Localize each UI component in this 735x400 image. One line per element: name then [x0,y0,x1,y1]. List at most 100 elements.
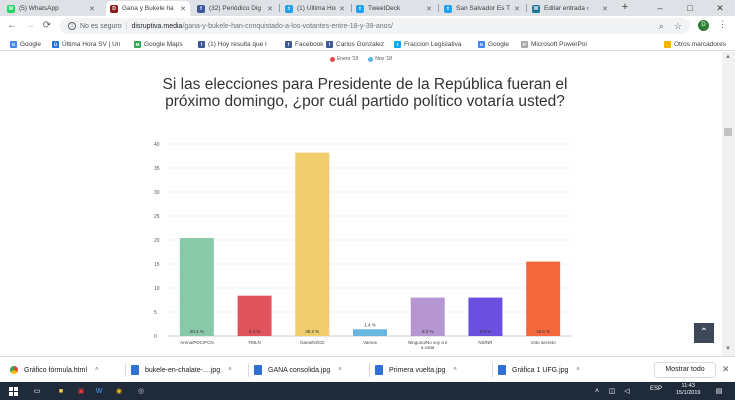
chart-bar [295,152,330,336]
y-tick-label: 15 [154,262,160,268]
info-icon[interactable]: i [68,22,76,30]
maximize-button[interactable]: □ [687,3,693,13]
y-tick-label: 30 [154,190,160,196]
bar-value-label: 20.4 % [190,329,204,334]
bookmark-item[interactable]: f Facebook [285,38,325,50]
new-tab-button[interactable]: + [621,1,629,13]
y-tick-label: 20 [154,238,160,244]
tab-favicon-icon: t [444,4,452,13]
y-tick-label: 5 [154,310,157,316]
back-button[interactable]: ← [7,20,17,31]
bookmark-star-icon[interactable]: ☆ [673,20,682,31]
y-tick-label: 0 [154,334,157,340]
download-item[interactable]: GANA consolida.jpg ˄ [254,362,342,378]
tab-favicon-icon: t [285,4,293,13]
image-file-icon [498,365,506,375]
bookmark-item[interactable]: t Fraccion Legislativa [394,38,476,50]
bookmark-item[interactable]: f Carlos Gonzalez [326,38,392,50]
close-window-button[interactable]: ✕ [716,3,724,13]
bookmark-label: Fraccion Legislativa [404,40,462,48]
download-menu-chevron-icon[interactable]: ˄ [338,367,342,373]
file-explorer-icon[interactable]: ■ [58,387,64,395]
bookmark-favicon-icon: f [198,40,205,48]
legend-item[interactable]: Nov '18 [368,56,392,62]
close-downloads-icon[interactable]: ✕ [722,364,730,374]
close-tab-icon[interactable]: ✕ [426,5,432,13]
tab-title: (32) Periódico Dig [209,5,262,12]
close-tab-icon[interactable]: ✕ [339,5,345,13]
app2-icon[interactable]: ◎ [137,388,145,395]
image-file-icon [254,365,262,375]
page-scrollbar[interactable]: ▲ ▼ [722,52,735,356]
bookmark-item[interactable]: P Microsoft PowerPoi [521,38,601,50]
chrome-taskbar-icon[interactable]: ◉ [115,388,123,395]
windows-start-icon[interactable] [6,384,20,398]
notifications-icon[interactable]: ▤ [715,388,723,395]
forward-button[interactable]: → [25,20,35,31]
task-view-icon[interactable]: ▭ [33,388,41,395]
clock[interactable]: 11:43 15/1/2019 [676,383,700,397]
volume-icon[interactable]: ◁ [624,388,630,395]
show-all-downloads-button[interactable]: Mostrar todo [654,362,716,378]
scroll-thumb[interactable] [724,128,732,136]
bookmark-item[interactable]: M Google Maps [134,38,196,50]
legend-item[interactable]: Enero '19 [329,56,358,62]
download-menu-chevron-icon[interactable]: ˄ [453,367,457,373]
scroll-up-arrow-icon[interactable]: ▲ [725,54,731,60]
chrome-file-icon [10,366,18,374]
reload-button[interactable]: ⟳ [42,20,52,31]
browser-tab[interactable]: t San Salvador Es T ✕ [440,1,524,16]
bookmark-item[interactable]: Ú Última Hora SV | Un [52,38,132,50]
chart-bar [179,238,214,336]
clock-time: 11:43 [681,383,695,389]
browser-tab[interactable]: f (32) Periódico Dig ✕ [193,1,277,16]
download-item[interactable]: Primera vuelta.jpg ˄ [375,362,457,378]
network-icon[interactable]: ◫ [608,388,616,395]
zoom-search-icon[interactable]: ⌕ [658,20,664,31]
download-menu-chevron-icon[interactable]: ˄ [95,367,99,373]
download-menu-chevron-icon[interactable]: ˄ [228,367,232,373]
folder-icon [664,40,671,48]
browser-tab[interactable]: D Gana y Bukele ha ✕ [106,1,190,16]
chart-bar [410,297,445,336]
tab-separator [279,4,280,12]
tab-title: TweetDeck [368,5,401,12]
download-filename: GANA consolida.jpg [268,366,331,374]
download-menu-chevron-icon[interactable]: ˄ [576,367,580,373]
chart-bar [468,297,503,336]
tab-favicon-icon: W [532,4,540,13]
other-bookmarks[interactable]: Otros marcadores [664,38,726,50]
word-icon[interactable]: W [95,387,103,395]
bookmark-item[interactable]: G Google [10,38,50,50]
bookmark-item[interactable]: G Google [478,38,518,50]
back-to-top-button[interactable]: ⌃ [694,323,714,343]
close-tab-icon[interactable]: ✕ [514,5,520,13]
tab-favicon-icon: W [7,4,15,13]
download-item[interactable]: bukele-en-chalate-....jpg ˄ [131,362,232,378]
bar-chart: 0 5 10 15 20 25 30 35 40 20.4 % Arena/PDC/PCN 8.4 %… [154,142,572,350]
language-indicator[interactable]: ESP [650,386,663,392]
close-tab-icon[interactable]: ✕ [267,5,273,13]
show-hidden-icons[interactable]: ˄ [594,387,600,395]
profile-avatar[interactable]: D [698,20,709,31]
download-filename: Gráfico fórmula.html [24,366,88,374]
browser-tab[interactable]: W Editar entrada ‹ ✕ [528,1,612,16]
close-tab-icon[interactable]: ✕ [89,5,95,13]
tab-separator [438,4,439,12]
browser-tab[interactable]: t (1) Última Hora (@✕ [281,1,349,16]
close-tab-icon[interactable]: ✕ [180,5,186,13]
tab-title: Gana y Bukele ha [122,5,174,12]
browser-tab[interactable]: W (5) WhatsApp ✕ [3,1,99,16]
minimize-button[interactable]: – [657,3,663,13]
app-icon[interactable]: ▣ [77,388,85,395]
menu-kebab-icon[interactable]: ⋮ [718,19,727,29]
address-bar[interactable]: i No es seguro | disruptiva.media /gana-… [60,18,690,34]
close-tab-icon[interactable]: ✕ [602,5,608,13]
bookmark-item[interactable]: f (1) Hoy resulta que l [198,38,282,50]
browser-tab[interactable]: t TweetDeck ✕ [352,1,436,16]
download-item[interactable]: Gráfico fórmula.html ˄ [10,362,99,378]
category-label: FMLN [248,340,260,345]
scroll-down-arrow-icon[interactable]: ▼ [725,346,731,352]
url-path: /gana-y-bukele-han-conquistado-a-los-vot… [182,22,393,30]
download-item[interactable]: Gráfica 1 UFG.jpg ˄ [498,362,580,378]
